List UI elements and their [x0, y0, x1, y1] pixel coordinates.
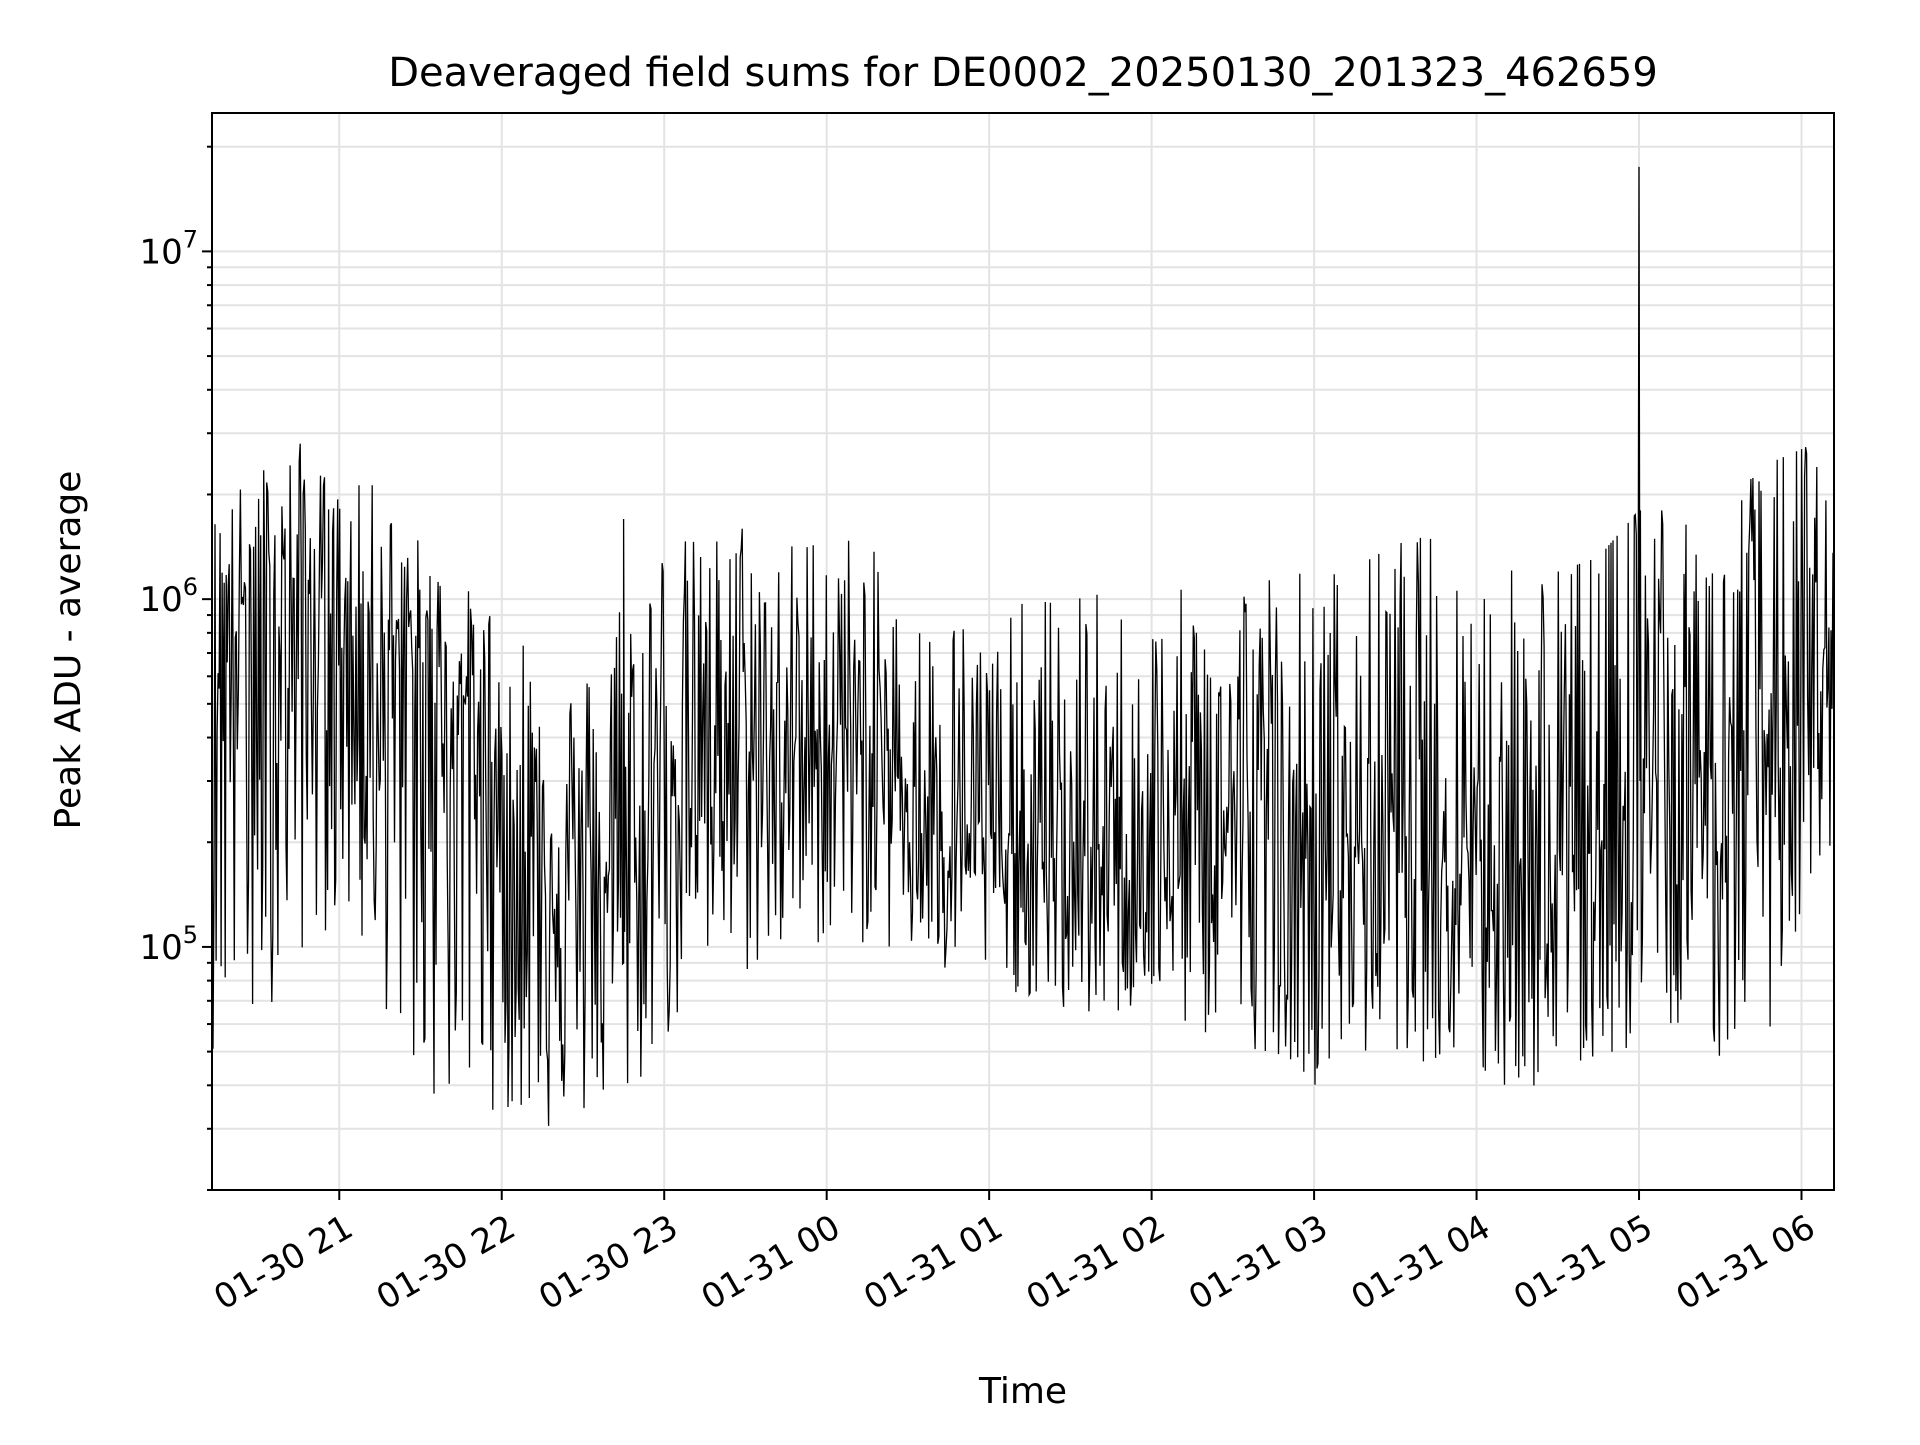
- y-tick-label: 105: [139, 921, 198, 968]
- y-axis-label: Peak ADU - average: [48, 471, 89, 830]
- y-tick-exponent: 7: [183, 225, 198, 253]
- y-tick-label: 106: [139, 573, 198, 620]
- y-tick-base: 10: [139, 580, 182, 620]
- y-tick-base: 10: [139, 928, 182, 968]
- plot-frame: [211, 112, 1835, 1191]
- y-tick-base: 10: [139, 232, 182, 272]
- series-layer: [211, 166, 1835, 1126]
- x-axis-label: Time: [978, 1371, 1067, 1412]
- y-tick-exponent: 5: [183, 921, 198, 949]
- y-tick-label: 107: [139, 225, 198, 272]
- chart-title: Deaveraged field sums for DE0002_2025013…: [388, 50, 1658, 96]
- series-line: [211, 166, 1835, 1126]
- y-tick-exponent: 6: [183, 573, 198, 601]
